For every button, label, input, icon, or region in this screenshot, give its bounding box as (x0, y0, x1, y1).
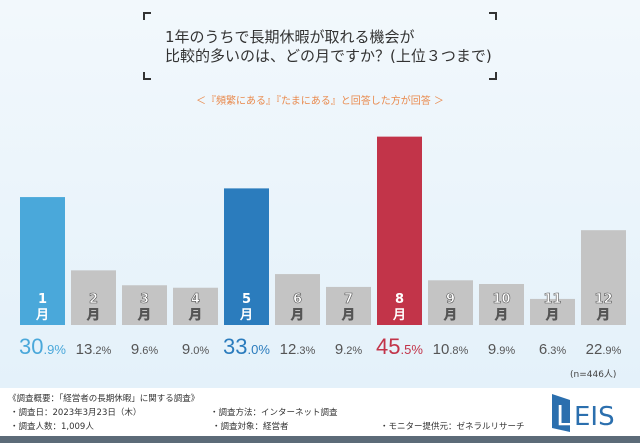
bar-8 (377, 136, 422, 325)
value-label: 22.9% (586, 341, 622, 358)
category-label-unit: 月 (239, 308, 253, 323)
category-label-unit: 月 (188, 308, 202, 323)
category-label-unit: 月 (545, 308, 559, 323)
bar-1 (20, 197, 65, 325)
survey-overview: 《調査概要：「経営者の長期休暇」に関する調査》 (8, 394, 200, 404)
survey-method: ・調査方法：インターネット調査 (210, 408, 338, 418)
category-label: 10 (492, 292, 510, 307)
category-label: 5 (242, 292, 251, 307)
bar-11 (530, 298, 575, 325)
category-label-unit: 月 (341, 308, 355, 323)
category-label-unit: 月 (35, 308, 49, 323)
category-label-unit: 月 (290, 308, 304, 323)
category-label: 12 (594, 292, 612, 307)
leis-logo: L EIS (552, 394, 615, 432)
survey-count: ・調査人数：1,009人 (10, 422, 94, 432)
category-label: 3 (140, 292, 149, 307)
bar-3 (122, 285, 167, 325)
bar-12 (581, 230, 626, 325)
category-label: 8 (395, 292, 404, 307)
value-label: 12.3% (280, 341, 316, 358)
value-label: 33.0% (223, 334, 270, 359)
value-label: 30.9% (19, 334, 66, 359)
value-label: 13.2% (76, 341, 112, 358)
category-label-unit: 月 (137, 308, 151, 323)
survey-date: ・調査日：2023年3月23日（木） (10, 408, 142, 418)
bar-6 (275, 274, 320, 325)
value-label: 45.5% (376, 334, 423, 359)
category-label-unit: 月 (443, 308, 457, 323)
category-label-unit: 月 (392, 308, 406, 323)
survey-target: ・調査対象：経営者 (212, 422, 289, 432)
bar-4 (173, 287, 218, 325)
chart-subtitle: ＜『頻繁にある』『たまにある』と回答した方が回答 ＞ (196, 96, 444, 107)
value-label: 9.0% (182, 341, 210, 358)
category-label: 7 (344, 292, 353, 307)
category-label: 2 (89, 292, 98, 307)
svg-text:EIS: EIS (574, 402, 615, 432)
value-label: 9.2% (335, 341, 363, 358)
value-label: 9.9% (488, 341, 516, 358)
bar-5 (224, 188, 269, 325)
category-label-unit: 月 (596, 308, 610, 323)
bar-7 (326, 286, 371, 325)
chart-title: 1年のうちで長期休暇が取れる機会が 比較的多いのは、どの月ですか？(上位３つまで) (165, 28, 492, 65)
bar-9 (428, 280, 473, 325)
bar-2 (71, 270, 116, 325)
survey-provider: ・モニター提供元：ゼネラルリサーチ (380, 422, 525, 432)
category-label: 4 (191, 292, 200, 307)
question-box: 1年のうちで長期休暇が取れる機会が 比較的多いのは、どの月ですか？(上位３つまで) (143, 12, 497, 80)
bottom-bar (0, 436, 640, 443)
svg-text:L: L (556, 399, 572, 432)
category-label: 6 (293, 292, 302, 307)
value-label: 9.6% (131, 341, 159, 358)
category-label: 11 (543, 292, 561, 307)
value-label: 6.3% (539, 341, 567, 358)
category-label: 9 (446, 292, 455, 307)
bar-chart: 1月30.9%2月13.2%3月9.6%4月9.0%5月33.0%6月12.3%… (19, 136, 626, 359)
sample-size-note: (n=446人) (570, 370, 617, 380)
category-label-unit: 月 (494, 308, 508, 323)
category-label-unit: 月 (86, 308, 100, 323)
category-label: 1 (38, 292, 47, 307)
bar-10 (479, 284, 524, 325)
value-label: 10.8% (433, 341, 469, 358)
